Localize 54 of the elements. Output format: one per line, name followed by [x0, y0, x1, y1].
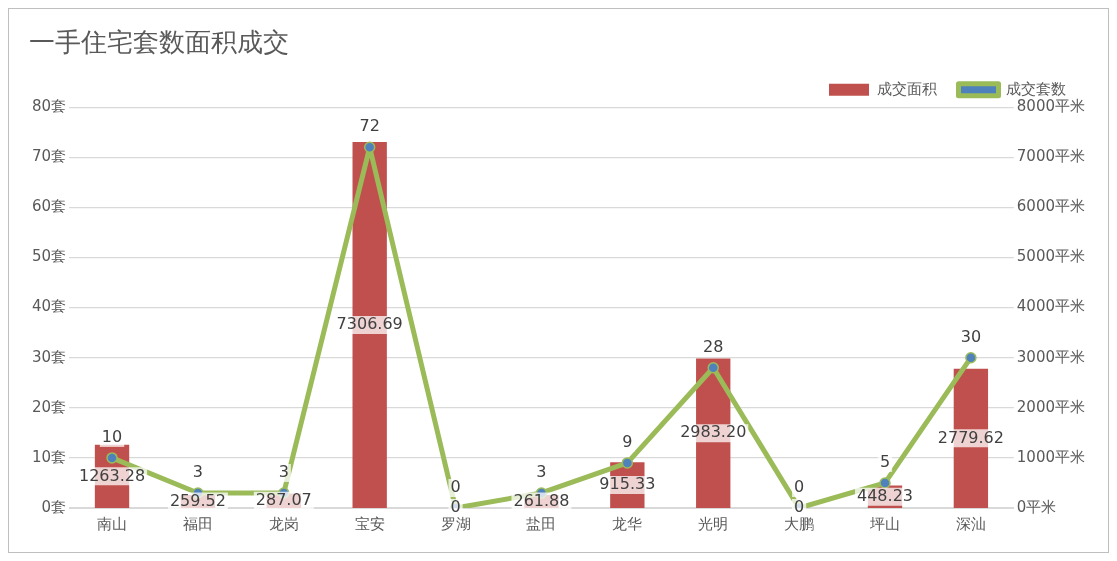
y2-tick-label: 0平米	[1016, 497, 1057, 516]
data-label: 3	[536, 462, 547, 482]
y-tick-label: 80套	[31, 97, 67, 116]
y2-tick-label: 2000平米	[1016, 397, 1086, 416]
y2-tick-label: 3000平米	[1016, 347, 1086, 366]
data-label: 7306.69	[336, 314, 403, 334]
x-tick-label: 南山	[97, 514, 128, 533]
y-tick-label: 70套	[31, 147, 67, 166]
data-label: 0	[794, 477, 805, 497]
data-label: 287.07	[255, 489, 312, 509]
x-tick-label: 深汕	[955, 514, 986, 533]
x-tick-label: 坪山	[869, 514, 900, 533]
data-label: 259.52	[169, 490, 226, 510]
y-tick-label: 50套	[31, 247, 67, 266]
data-label: 0	[450, 477, 461, 497]
y-tick-label: 60套	[31, 197, 67, 216]
y2-tick-label: 6000平米	[1016, 197, 1086, 216]
x-tick-label: 宝安	[354, 514, 385, 533]
data-label: 2779.62	[937, 427, 1004, 447]
x-tick-label: 福田	[182, 514, 213, 533]
data-label: 1263.28	[78, 465, 146, 485]
x-tick-label: 大鹏	[784, 514, 815, 533]
x-tick-label: 罗湖	[440, 514, 471, 533]
data-label: 915.33	[599, 474, 656, 494]
y2-tick-label: 5000平米	[1016, 247, 1086, 266]
x-tick-label: 龙华	[612, 514, 643, 533]
data-label: 3	[192, 462, 204, 482]
data-label: 5	[879, 452, 891, 472]
data-label: 2983.20	[680, 422, 747, 442]
legend-label: 成交套数	[1006, 79, 1066, 98]
data-label: 9	[622, 432, 633, 452]
x-tick-label: 龙岗	[268, 514, 299, 533]
y2-tick-label: 4000平米	[1016, 297, 1086, 316]
y2-tick-label: 1000平米	[1016, 447, 1086, 466]
y-tick-label: 10套	[31, 447, 67, 466]
data-label: 72	[359, 116, 380, 136]
y-tick-label: 30套	[31, 347, 67, 366]
data-label: 10	[101, 427, 123, 447]
data-label: 30	[960, 326, 982, 346]
y2-tick-label: 7000平米	[1016, 147, 1086, 166]
y-tick-label: 20套	[31, 397, 67, 416]
y-tick-label: 40套	[31, 297, 67, 316]
legend-label: 成交面积	[876, 79, 937, 98]
data-label: 0	[794, 497, 805, 517]
y2-tick-label: 8000平米	[1016, 97, 1086, 116]
data-label: 0	[450, 497, 461, 517]
x-tick-label: 盐田	[526, 514, 557, 533]
chart-title: 一手住宅套数面积成交	[29, 27, 289, 58]
data-label: 261.88	[513, 490, 570, 510]
y-tick-label: 0套	[41, 497, 67, 516]
data-label: 3	[278, 462, 289, 482]
x-tick-label: 光明	[698, 514, 729, 533]
data-label: 28	[703, 336, 724, 356]
data-label: 448.23	[857, 485, 913, 505]
